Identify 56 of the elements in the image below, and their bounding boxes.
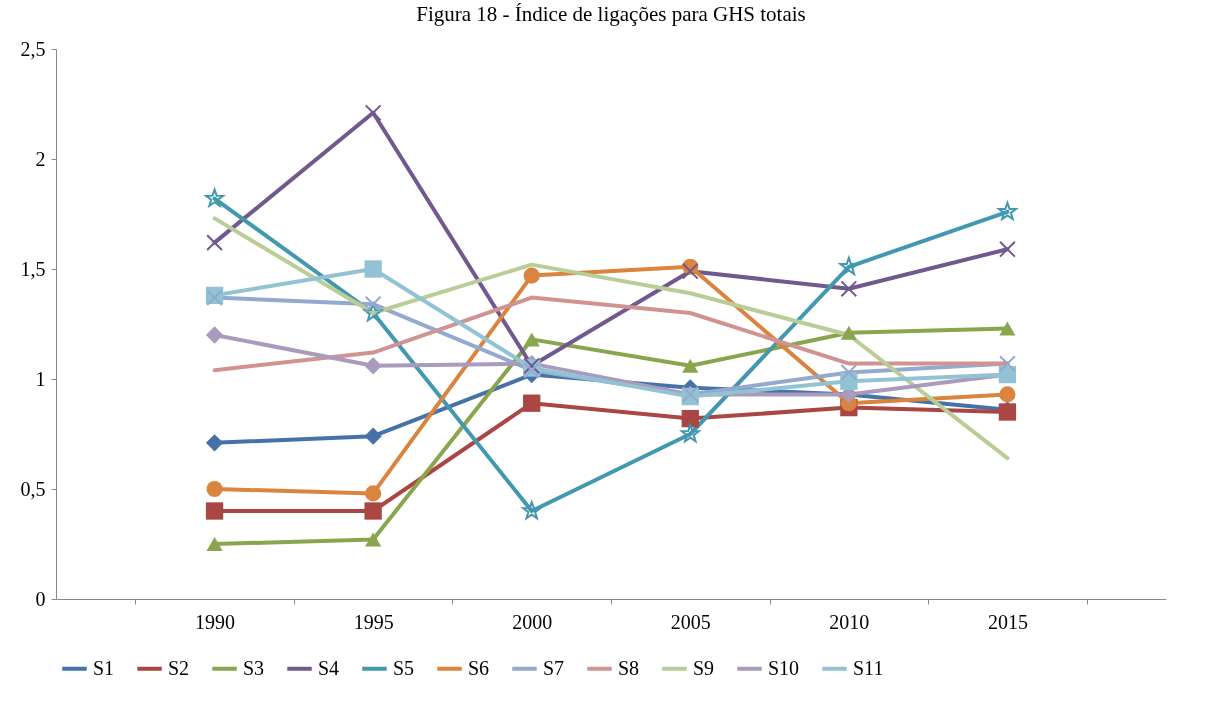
point (522, 501, 542, 520)
y-tick-label: 0,5 (20, 477, 46, 500)
point (363, 303, 383, 322)
x-tick-label: 2005 (670, 610, 711, 633)
point (364, 357, 382, 375)
point (364, 260, 382, 278)
legend-label: S6 (468, 656, 490, 679)
legend-label: S7 (543, 656, 565, 679)
legend-label: S5 (393, 656, 415, 679)
point (999, 355, 1016, 373)
y-tick-label: 1,5 (20, 257, 46, 280)
point (523, 332, 540, 347)
legend-label: S8 (618, 656, 640, 679)
point (840, 363, 858, 381)
point (205, 434, 224, 452)
y-tick-label: 0 (35, 587, 46, 610)
point (365, 485, 382, 502)
point (205, 326, 224, 344)
point (997, 201, 1017, 221)
point (999, 321, 1016, 336)
point (206, 234, 223, 252)
x-tick-label: 2000 (512, 610, 553, 633)
legend-label: S4 (318, 656, 340, 679)
legend-label: S9 (693, 656, 715, 679)
point (364, 502, 382, 520)
point (840, 280, 858, 298)
point (681, 409, 699, 428)
point (206, 480, 223, 498)
chart-title: Figura 18 - Índice de ligações para GHS totais (416, 2, 806, 26)
x-tick-label: 2015 (987, 610, 1028, 633)
point (682, 358, 699, 373)
point (365, 532, 382, 547)
point (999, 386, 1016, 403)
x-tick-label: 1990 (195, 610, 236, 633)
x-tick-label: 1995 (353, 610, 394, 633)
point (364, 104, 382, 122)
y-tick-label: 1 (35, 367, 46, 390)
legend-label: S3 (243, 656, 265, 679)
point (523, 267, 540, 284)
point (999, 240, 1016, 258)
legend-label: S1 (93, 656, 115, 679)
point (205, 502, 224, 520)
point (681, 262, 699, 280)
point (840, 325, 857, 340)
y-tick-label: 2,5 (20, 37, 46, 60)
x-tick-label: 2010 (829, 610, 870, 633)
point (523, 394, 541, 412)
legend-label: S11 (853, 656, 884, 679)
legend-label: S10 (768, 656, 800, 679)
point (206, 537, 223, 551)
line-series (212, 216, 1010, 461)
legend-label: S2 (168, 656, 190, 679)
y-tick-label: 2 (35, 147, 46, 170)
point (839, 256, 859, 276)
point (680, 424, 700, 443)
point (364, 427, 382, 445)
